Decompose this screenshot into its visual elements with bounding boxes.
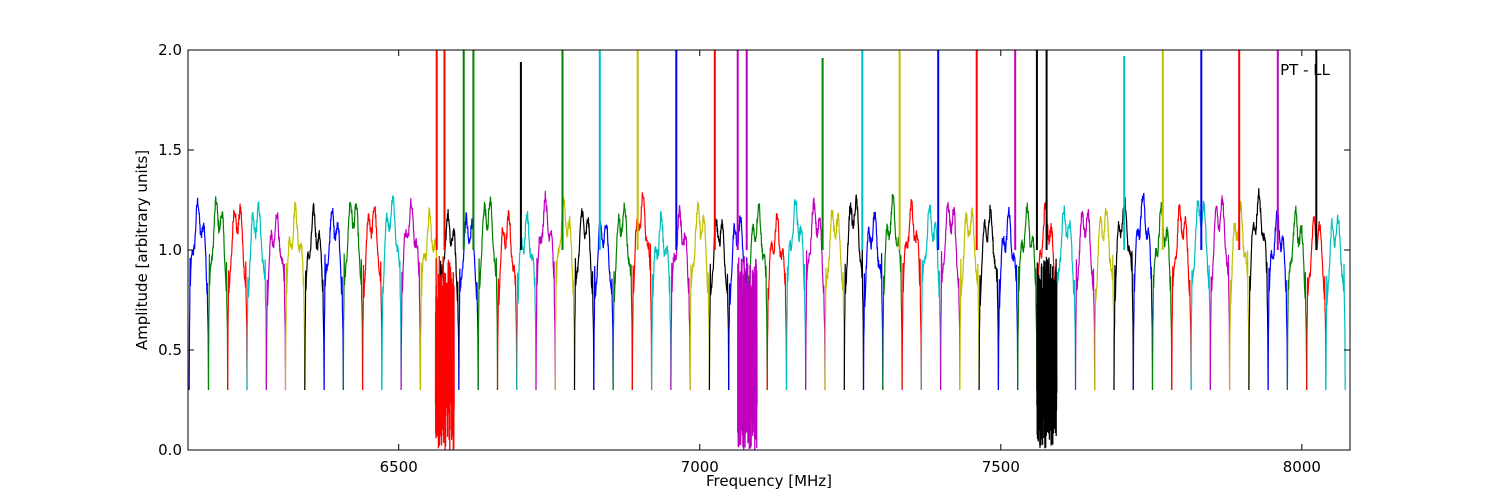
y-tick-label: 0.5 xyxy=(158,341,182,359)
channel-series-line xyxy=(670,204,691,391)
channel-series-line xyxy=(785,199,807,391)
y-tick-label: 0.0 xyxy=(158,441,182,459)
channel-series-line xyxy=(650,210,672,391)
channel-series-line xyxy=(496,210,518,391)
channel-series-line xyxy=(1074,209,1096,391)
noise-band-series xyxy=(1036,256,1058,449)
y-axis-label: Amplitude [arbitrary units] xyxy=(133,150,151,350)
chart-annotation: PT - LL xyxy=(1280,61,1331,79)
channel-series-line xyxy=(978,204,1000,391)
channel-series-line xyxy=(535,190,556,391)
channel-series-line xyxy=(708,218,730,391)
channel-series-line xyxy=(843,194,865,391)
channel-series-line xyxy=(920,204,942,391)
channel-series-line xyxy=(419,206,441,391)
channel-series-line xyxy=(766,213,788,391)
channel-series-line xyxy=(381,194,402,391)
channel-series-line xyxy=(323,207,344,391)
channel-series-line xyxy=(747,203,768,391)
noise-band-series xyxy=(737,256,758,450)
channel-series-line xyxy=(246,201,267,391)
channel-series-line xyxy=(805,197,826,391)
x-tick-label: 7000 xyxy=(681,458,719,476)
channel-series-line xyxy=(400,198,421,391)
channel-series-line xyxy=(824,209,845,391)
channel-series-line xyxy=(1055,205,1077,391)
channel-series-line xyxy=(284,201,306,391)
channel-series-line xyxy=(593,220,614,391)
channel-series-line xyxy=(1248,188,1269,391)
channel-series-line xyxy=(554,197,576,391)
channel-series-line xyxy=(631,192,653,391)
channel-series-line xyxy=(573,208,595,391)
channel-series-line xyxy=(1286,205,1308,391)
channel-series-line xyxy=(901,199,922,391)
channel-series-line xyxy=(1171,204,1192,391)
channel-series-line xyxy=(1017,202,1038,391)
channel-series-line xyxy=(477,196,499,391)
x-tick-label: 7500 xyxy=(982,458,1020,476)
channel-series-line xyxy=(342,201,364,391)
noise-band-series xyxy=(434,255,455,450)
channel-series-line xyxy=(1325,214,1346,391)
channel-series-line xyxy=(516,210,537,391)
series-layer xyxy=(188,50,1346,450)
channel-series-line xyxy=(997,206,1019,391)
channel-series-line xyxy=(939,202,961,391)
channel-series-line xyxy=(862,211,884,391)
x-axis-label: Frequency [MHz] xyxy=(706,472,832,490)
channel-series-line xyxy=(362,206,383,391)
channel-series-line xyxy=(207,196,229,391)
channel-series-line xyxy=(304,202,325,391)
channel-series-line xyxy=(1209,195,1231,391)
y-tick-label: 1.0 xyxy=(158,241,182,259)
channel-series-line xyxy=(689,201,711,391)
channel-series-line xyxy=(227,203,248,391)
channel-series-line xyxy=(1132,192,1154,391)
y-tick-label: 1.5 xyxy=(158,141,182,159)
channel-series-line xyxy=(188,197,210,391)
x-tick-label: 8000 xyxy=(1283,458,1321,476)
channel-series-line xyxy=(612,202,633,391)
channel-series-line xyxy=(1094,207,1115,391)
x-tick-label: 6500 xyxy=(380,458,418,476)
ticks-layer: 6500 7000 7500 8000 0.0 0.5 1.0 1.5 2.0 xyxy=(158,41,1350,476)
channel-series-line xyxy=(458,212,479,391)
channel-series-line xyxy=(959,207,980,391)
channel-series-line xyxy=(265,212,287,391)
y-tick-label: 2.0 xyxy=(158,41,182,59)
